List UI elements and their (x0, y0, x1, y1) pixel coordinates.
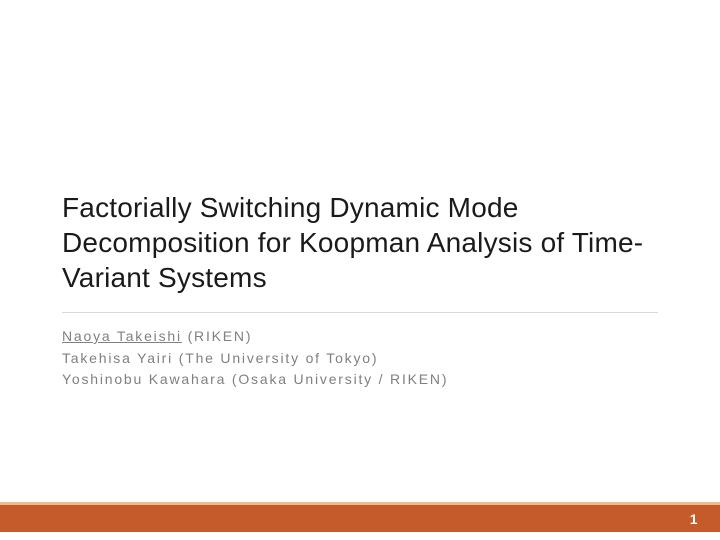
author-line-3: Yoshinobu Kawahara (Osaka University / R… (62, 369, 662, 391)
slide: Factorially Switching Dynamic Mode Decom… (0, 0, 720, 540)
author-line-2: Takehisa Yairi (The University of Tokyo) (62, 348, 662, 370)
author-name-underlined: Naoya Takeishi (62, 328, 182, 344)
slide-title: Factorially Switching Dynamic Mode Decom… (62, 190, 662, 295)
footer-band (0, 502, 720, 532)
page-number: 1 (690, 511, 698, 527)
title-divider (62, 312, 658, 313)
author-affiliation-1: (RIKEN) (182, 328, 252, 344)
author-line-1: Naoya Takeishi (RIKEN) (62, 326, 662, 348)
authors-block: Naoya Takeishi (RIKEN) Takehisa Yairi (T… (62, 326, 662, 391)
